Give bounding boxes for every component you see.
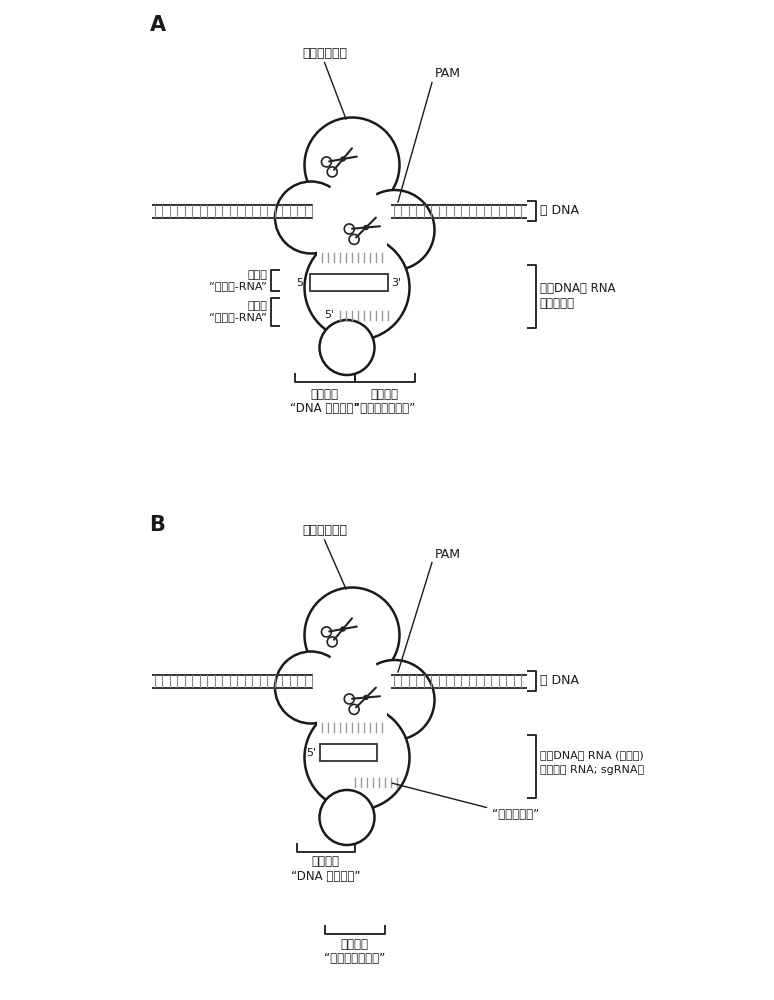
Circle shape [304, 117, 399, 213]
Text: 分子二
“激活物-RNA”: 分子二 “激活物-RNA” [209, 301, 267, 322]
Text: 靶向DNA的 RNA (单分子): 靶向DNA的 RNA (单分子) [539, 750, 643, 760]
Circle shape [304, 235, 409, 340]
Circle shape [304, 587, 399, 682]
Text: 5': 5' [296, 277, 306, 288]
Text: “DNA 靶向区段”: “DNA 靶向区段” [289, 402, 359, 416]
Circle shape [354, 190, 434, 270]
Text: “蛋白质结合区段”: “蛋白质结合区段” [324, 952, 385, 966]
Text: 靶向DNA的 RNA
（双分子）: 靶向DNA的 RNA （双分子） [539, 282, 615, 310]
Circle shape [320, 790, 375, 845]
Circle shape [275, 652, 347, 724]
Circle shape [327, 175, 377, 225]
Text: 3': 3' [391, 277, 401, 288]
Text: B: B [149, 515, 166, 535]
Circle shape [275, 182, 347, 253]
Text: 第一区段: 第一区段 [312, 855, 340, 868]
Bar [317, 695, 387, 735]
Circle shape [304, 705, 409, 810]
Bar [320, 744, 377, 761]
Text: 分子一
“靶向物-RNA”: 分子一 “靶向物-RNA” [209, 270, 267, 291]
Circle shape [327, 645, 377, 695]
Text: （单引导 RNA; sgRNA）: （单引导 RNA; sgRNA） [539, 765, 644, 775]
Text: “DNA 靶向区段”: “DNA 靶向区段” [291, 870, 361, 883]
Text: 第一区段: 第一区段 [310, 387, 338, 400]
Text: PAM: PAM [434, 548, 461, 561]
Circle shape [330, 202, 375, 247]
Circle shape [364, 696, 368, 700]
Text: 定点修饰多肽: 定点修饰多肽 [302, 47, 347, 60]
Text: A: A [149, 15, 166, 35]
Text: 第二区段: 第二区段 [371, 387, 399, 400]
Circle shape [354, 660, 434, 740]
Text: PAM: PAM [434, 67, 461, 80]
Text: 5': 5' [306, 748, 316, 758]
Text: “接头核苷酸”: “接头核苷酸” [392, 783, 539, 822]
Circle shape [364, 226, 368, 230]
Circle shape [320, 320, 375, 375]
Bar [317, 225, 387, 265]
Bar [310, 274, 388, 291]
Text: 靶 DNA: 靶 DNA [539, 674, 578, 688]
Text: “蛋白质结合区段”: “蛋白质结合区段” [354, 402, 415, 416]
Text: 第二区段: 第二区段 [341, 938, 368, 950]
Text: 靶 DNA: 靶 DNA [539, 205, 578, 218]
Text: 5': 5' [324, 310, 334, 320]
Circle shape [341, 627, 345, 631]
Circle shape [330, 672, 375, 718]
Text: 定点修饰多肽: 定点修饰多肽 [302, 524, 347, 538]
Circle shape [341, 157, 345, 161]
